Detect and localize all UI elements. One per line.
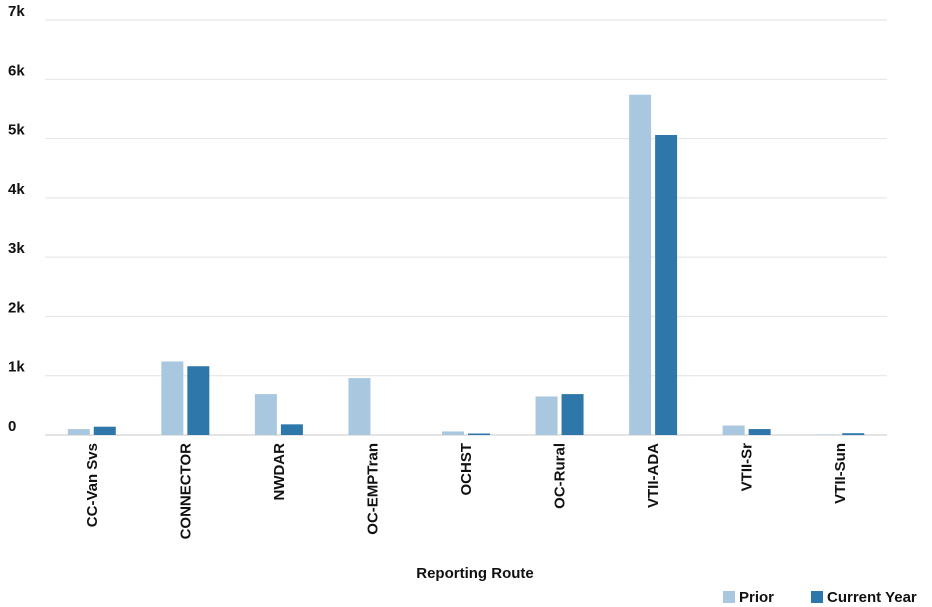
y-tick-label: 3k [8,240,25,257]
y-tick-label: 6k [8,62,25,79]
legend: Prior Current Year [723,589,917,606]
x-category-label: CC-Van Svs [84,443,101,527]
bar-current-year [655,135,678,435]
x-axis-categories: CC-Van Svs CONNECTOR NWDAR OC-EMPTran OCHST O… [84,443,849,540]
y-tick-label: 5k [8,122,25,139]
legend-swatch [723,591,735,603]
y-tick-label: 0 [8,418,16,435]
x-category-label: VTII-ADA [645,443,662,508]
x-category-label: OCHST [458,443,475,496]
bar-current-year [748,429,771,435]
bar-prior [161,361,184,435]
bar-prior [535,396,558,435]
y-tick-label: 1k [8,359,25,376]
bar-prior [722,425,745,435]
x-axis-title: Reporting Route [416,565,534,582]
x-category-label: VTII-Sr [739,443,756,492]
bars [67,94,865,435]
bar-prior [67,429,90,435]
legend-label: Prior [739,589,774,606]
y-tick-label: 4k [8,181,25,198]
bar-current-year [468,433,490,435]
gridlines [45,19,887,436]
bar-prior [348,378,371,435]
bar-current-year [280,424,303,435]
legend-swatch [811,591,823,603]
x-category-label: CONNECTOR [177,443,194,540]
bar-prior [816,434,839,435]
bar-current-year [842,433,865,435]
bar-current-year [561,394,584,435]
bar-current-year [187,366,210,435]
bar-prior [629,94,652,435]
x-category-label: VTII-Sun [832,443,849,504]
x-category-label: OC-Rural [552,443,569,509]
x-category-label: NWDAR [271,443,288,501]
y-tick-label: 2k [8,299,25,316]
y-axis-ticks: 0 1k 2k 3k 4k 5k 6k 7k [8,3,25,435]
bar-prior [442,431,464,435]
legend-label: Current Year [827,589,917,606]
y-tick-label: 7k [8,3,25,20]
bar-prior [254,394,277,435]
bar-current-year [93,426,116,435]
x-category-label: OC-EMPTran [364,443,381,535]
